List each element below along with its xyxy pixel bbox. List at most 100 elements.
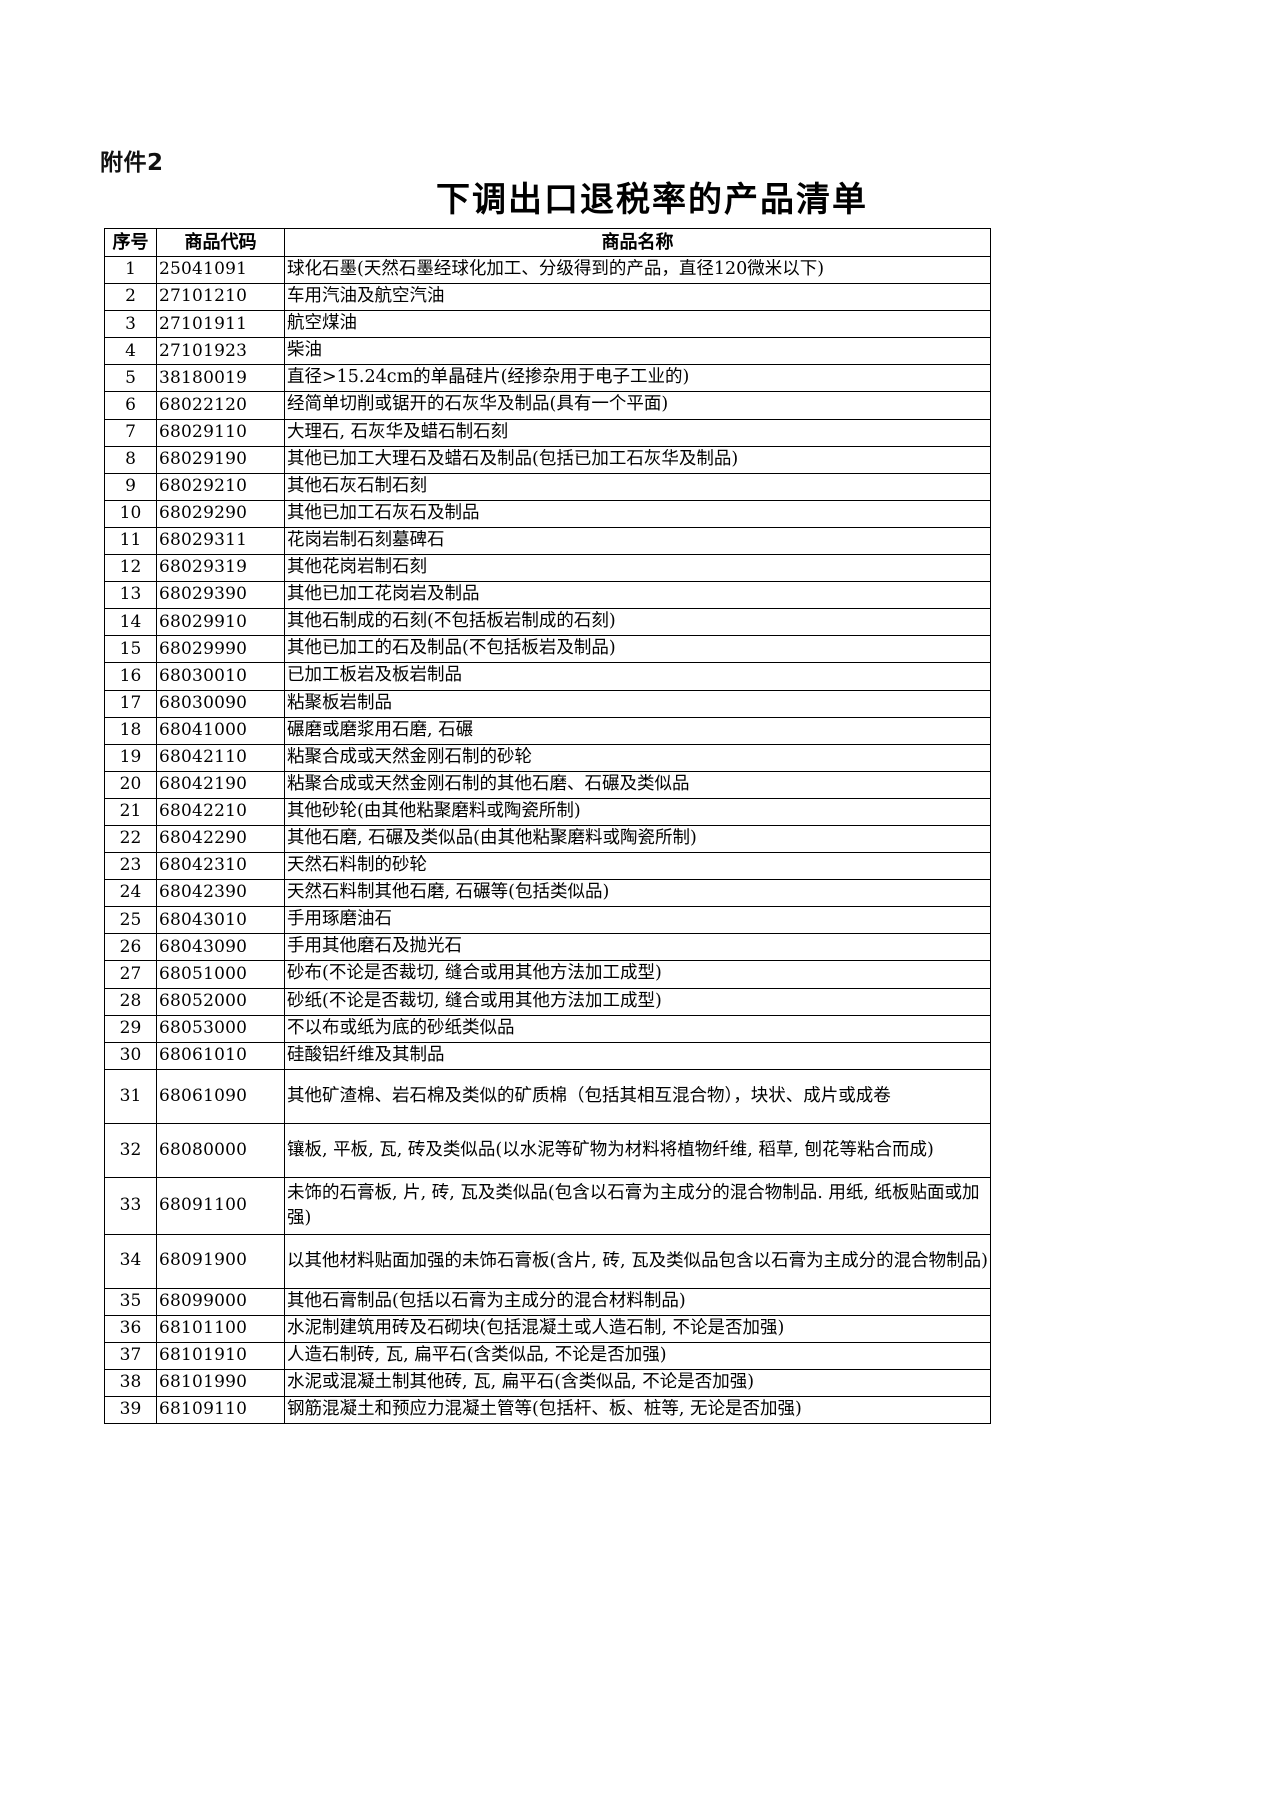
cell-product-name: 镶板, 平板, 瓦, 砖及类似品(以水泥等矿物为材料将植物纤维, 稻草, 刨花等…	[284, 1122, 991, 1178]
cell-product-code: 68029319	[156, 554, 285, 583]
cell-product-code: 68029290	[156, 499, 285, 528]
cell-product-name: 柴油	[284, 337, 991, 366]
table-row: 25 68043010 手用琢磨油石	[104, 906, 991, 935]
cell-seq: 34	[104, 1233, 157, 1289]
cell-seq: 24	[104, 879, 157, 908]
cell-product-name: 花岗岩制石刻墓碑石	[284, 526, 991, 556]
cell-product-code: 68022120	[156, 391, 285, 420]
cell-product-name: 粘聚板岩制品	[284, 689, 991, 718]
cell-product-code: 68042190	[156, 770, 285, 799]
cell-product-name: 未饰的石膏板, 片, 砖, 瓦及类似品(包含以石膏为主成分的混合物制品. 用纸,…	[284, 1176, 991, 1235]
table-row: 5 38180019 直径>15.24cm的单晶硅片(经掺杂用于电子工业的)	[104, 364, 991, 393]
cell-product-name: 其他已加工大理石及蜡石及制品(包括已加工石灰华及制品)	[284, 445, 991, 474]
cell-product-code: 68041000	[156, 716, 285, 745]
cell-product-code: 68029210	[156, 472, 285, 501]
table-row: 20 68042190 粘聚合成或天然金刚石制的其他石磨、石碾及类似品	[104, 770, 991, 799]
cell-seq: 4	[104, 337, 157, 366]
cell-seq: 12	[104, 554, 157, 583]
cell-product-code: 68029910	[156, 608, 285, 637]
cell-seq: 37	[104, 1341, 157, 1370]
cell-product-name: 人造石制砖, 瓦, 扁平石(含类似品, 不论是否加强)	[284, 1341, 991, 1370]
table-row: 1 25041091 球化石墨(天然石墨经球化加工、分级得到的产品，直径120微米以…	[104, 255, 991, 285]
cell-product-code: 68042210	[156, 797, 285, 826]
cell-product-name: 其他矿渣棉、岩石棉及类似的矿质棉（包括其相互混合物），块状、成片或成卷	[284, 1068, 991, 1124]
table-row: 4 27101923 柴油	[104, 337, 991, 366]
cell-seq: 22	[104, 824, 157, 854]
cell-seq: 9	[104, 472, 157, 501]
cell-product-name: 航空煤油	[284, 310, 991, 339]
cell-product-name: 碾磨或磨浆用石磨, 石碾	[284, 716, 991, 745]
cell-product-code: 68042290	[156, 824, 285, 854]
table-row: 3 27101911 航空煤油	[104, 310, 991, 339]
attachment-label: 附件2	[100, 150, 164, 176]
cell-seq: 28	[104, 987, 157, 1016]
cell-product-code: 68061010	[156, 1041, 285, 1070]
cell-product-name: 水泥或混凝土制其他砖, 瓦, 扁平石(含类似品, 不论是否加强)	[284, 1368, 991, 1397]
cell-seq: 13	[104, 581, 157, 610]
table-row: 13 68029390 其他已加工花岗岩及制品	[104, 581, 991, 610]
cell-seq: 31	[104, 1068, 157, 1124]
table-row: 39 68109110 钢筋混凝土和预应力混凝土管等(包括杆、板、桩等, 无论是否加…	[104, 1395, 991, 1424]
cell-product-code: 68061090	[156, 1068, 285, 1124]
cell-seq: 17	[104, 689, 157, 718]
cell-product-name: 天然石料制其他石磨, 石碾等(包括类似品)	[284, 879, 991, 908]
cell-product-name: 砂纸(不论是否裁切, 缝合或用其他方法加工成型)	[284, 987, 991, 1016]
cell-seq: 6	[104, 391, 157, 420]
cell-product-code: 68101990	[156, 1368, 285, 1397]
cell-product-name: 其他花岗岩制石刻	[284, 554, 991, 583]
cell-seq: 32	[104, 1122, 157, 1178]
cell-seq: 33	[104, 1176, 157, 1235]
table-row: 16 68030010 已加工板岩及板岩制品	[104, 662, 991, 691]
cell-seq: 8	[104, 445, 157, 474]
cell-seq: 25	[104, 906, 157, 935]
cell-product-code: 68043010	[156, 906, 285, 935]
table-row: 34 68091900 以其他材料贴面加强的未饰石膏板(含片, 砖, 瓦及类似品包含…	[104, 1233, 991, 1289]
cell-seq: 11	[104, 526, 157, 556]
cell-product-name: 其他已加工花岗岩及制品	[284, 581, 991, 610]
cell-product-name: 以其他材料贴面加强的未饰石膏板(含片, 砖, 瓦及类似品包含以石膏为主成分的混合…	[284, 1233, 991, 1289]
cell-seq: 5	[104, 364, 157, 393]
cell-product-name: 经简单切削或锯开的石灰华及制品(具有一个平面)	[284, 391, 991, 420]
cell-seq: 35	[104, 1287, 157, 1316]
table-row: 28 68052000 砂纸(不论是否裁切, 缝合或用其他方法加工成型)	[104, 987, 991, 1016]
table-row: 35 68099000 其他石膏制品(包括以石膏为主成分的混合材料制品)	[104, 1287, 991, 1316]
cell-seq: 3	[104, 310, 157, 339]
table-row: 30 68061010 硅酸铝纤维及其制品	[104, 1041, 991, 1070]
cell-product-code: 68029990	[156, 635, 285, 664]
cell-seq: 10	[104, 499, 157, 528]
table-row: 33 68091100 未饰的石膏板, 片, 砖, 瓦及类似品(包含以石膏为主成分的…	[104, 1176, 991, 1235]
cell-seq: 16	[104, 662, 157, 691]
table-row: 10 68029290 其他已加工石灰石及制品	[104, 499, 991, 528]
cell-product-code: 68091900	[156, 1233, 285, 1289]
cell-product-name: 手用其他磨石及抛光石	[284, 933, 991, 962]
table-body: 1 25041091 球化石墨(天然石墨经球化加工、分级得到的产品，直径120微米以…	[104, 255, 991, 1424]
page-title: 下调出口退税率的产品清单	[436, 180, 868, 220]
cell-product-name: 砂布(不论是否裁切, 缝合或用其他方法加工成型)	[284, 960, 991, 989]
cell-product-code: 68043090	[156, 933, 285, 962]
cell-product-code: 68099000	[156, 1287, 285, 1316]
cell-product-name: 直径>15.24cm的单晶硅片(经掺杂用于电子工业的)	[284, 364, 991, 393]
column-header-code: 商品代码	[156, 228, 285, 257]
cell-seq: 20	[104, 770, 157, 799]
cell-product-name: 已加工板岩及板岩制品	[284, 662, 991, 691]
cell-product-name: 粘聚合成或天然金刚石制的砂轮	[284, 743, 991, 772]
cell-seq: 26	[104, 933, 157, 962]
cell-product-code: 68042310	[156, 852, 285, 881]
column-header-seq: 序号	[104, 228, 157, 257]
cell-product-name: 天然石料制的砂轮	[284, 852, 991, 881]
table-row: 32 68080000 镶板, 平板, 瓦, 砖及类似品(以水泥等矿物为材料将植物纤…	[104, 1122, 991, 1178]
cell-product-code: 68042390	[156, 879, 285, 908]
cell-product-code: 68029390	[156, 581, 285, 610]
table-row: 11 68029311 花岗岩制石刻墓碑石	[104, 526, 991, 556]
cell-seq: 38	[104, 1368, 157, 1397]
column-header-name: 商品名称	[284, 228, 991, 257]
cell-seq: 2	[104, 283, 157, 312]
cell-product-name: 不以布或纸为底的砂纸类似品	[284, 1014, 991, 1043]
cell-seq: 7	[104, 418, 157, 447]
cell-product-name: 其他石膏制品(包括以石膏为主成分的混合材料制品)	[284, 1287, 991, 1316]
cell-product-code: 68030090	[156, 689, 285, 718]
table-row: 22 68042290 其他石磨, 石碾及类似品(由其他粘聚磨料或陶瓷所制)	[104, 824, 991, 854]
cell-seq: 19	[104, 743, 157, 772]
table-row: 29 68053000 不以布或纸为底的砂纸类似品	[104, 1014, 991, 1043]
